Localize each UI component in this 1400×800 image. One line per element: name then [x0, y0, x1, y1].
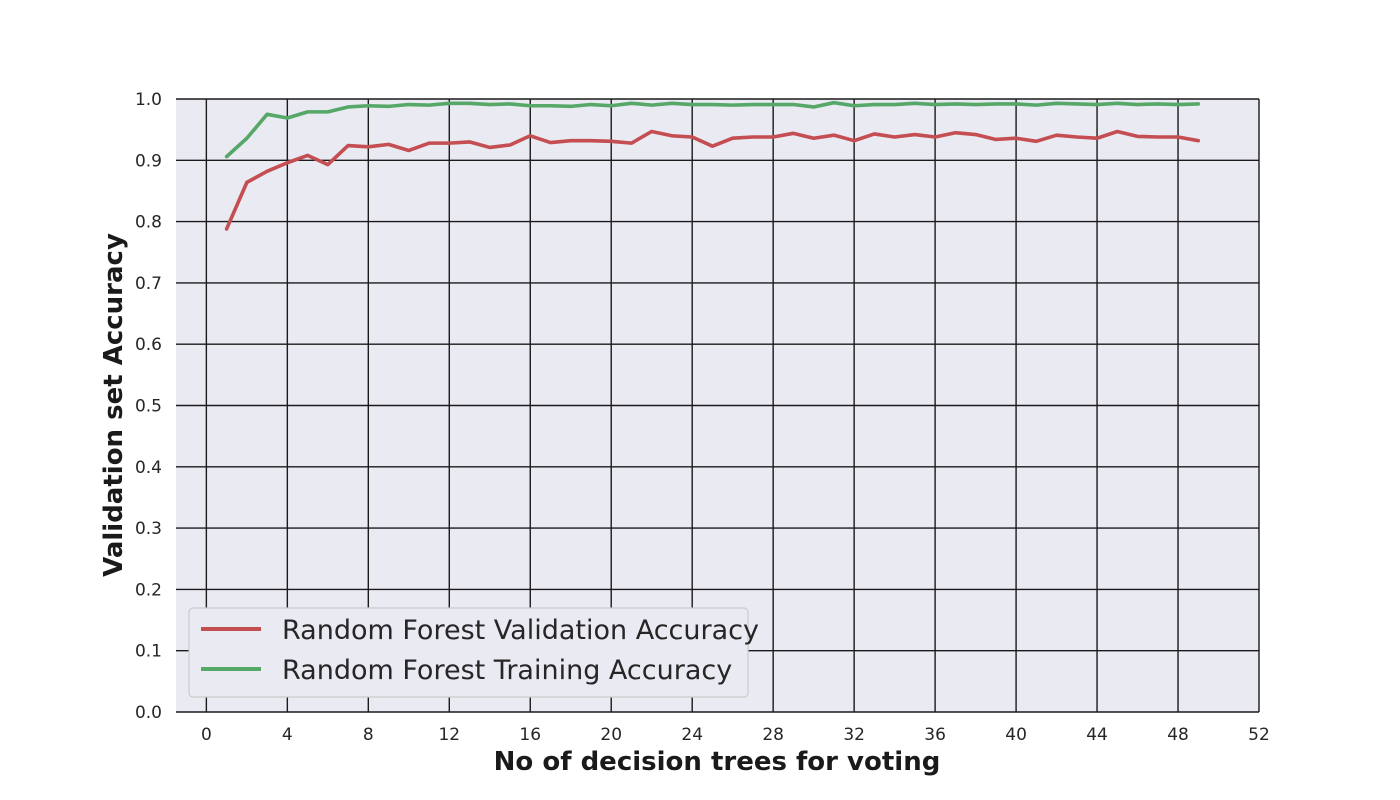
legend-box [188, 607, 749, 698]
x-tick-label: 8 [363, 725, 374, 745]
y-tick-label: 0.4 [135, 458, 162, 478]
series-line-training [224, 100, 1201, 159]
x-tick-label: 4 [282, 725, 293, 745]
legend-label-validation: Random Forest Validation Accuracy [282, 615, 759, 646]
y-tick-label: 0.3 [135, 519, 162, 539]
x-axis-title: No of decision trees for voting [494, 747, 941, 777]
legend: Random Forest Validation Accuracy Random… [188, 607, 759, 698]
series-lines [224, 100, 1201, 231]
series-line-validation [224, 129, 1201, 231]
x-tick-label: 28 [762, 725, 784, 745]
x-tick-label: 32 [843, 725, 865, 745]
y-tick-label: 0.9 [135, 151, 162, 171]
y-tick-labels: 0.0 0.1 0.2 0.3 0.4 0.5 0.6 0.7 0.8 0.9 1.0 [135, 90, 162, 723]
x-tick-labels: 0 4 8 12 16 20 24 28 32 36 40 44 48 52 [201, 725, 1270, 745]
x-tick-label: 20 [600, 725, 622, 745]
y-tick-label: 0.1 [135, 642, 162, 662]
y-tick-label: 0.6 [135, 335, 162, 355]
y-tick-label: 0.0 [135, 703, 162, 723]
y-tick-label: 0.5 [135, 397, 162, 417]
y-tick-label: 1.0 [135, 90, 162, 110]
x-tick-label: 16 [519, 725, 541, 745]
x-tick-label: 0 [201, 725, 212, 745]
x-tick-label: 24 [681, 725, 703, 745]
x-tick-label: 40 [1005, 725, 1027, 745]
y-tick-label: 0.7 [135, 274, 162, 294]
y-axis-title: Validation set Accuracy [99, 233, 129, 577]
x-tick-label: 12 [438, 725, 460, 745]
x-tick-label: 36 [924, 725, 946, 745]
x-tick-label: 48 [1167, 725, 1189, 745]
legend-label-training: Random Forest Training Accuracy [282, 655, 732, 686]
y-tick-label: 0.8 [135, 213, 162, 233]
y-tick-label: 0.2 [135, 580, 162, 600]
x-tick-label: 44 [1086, 725, 1108, 745]
x-tick-label: 52 [1248, 725, 1270, 745]
